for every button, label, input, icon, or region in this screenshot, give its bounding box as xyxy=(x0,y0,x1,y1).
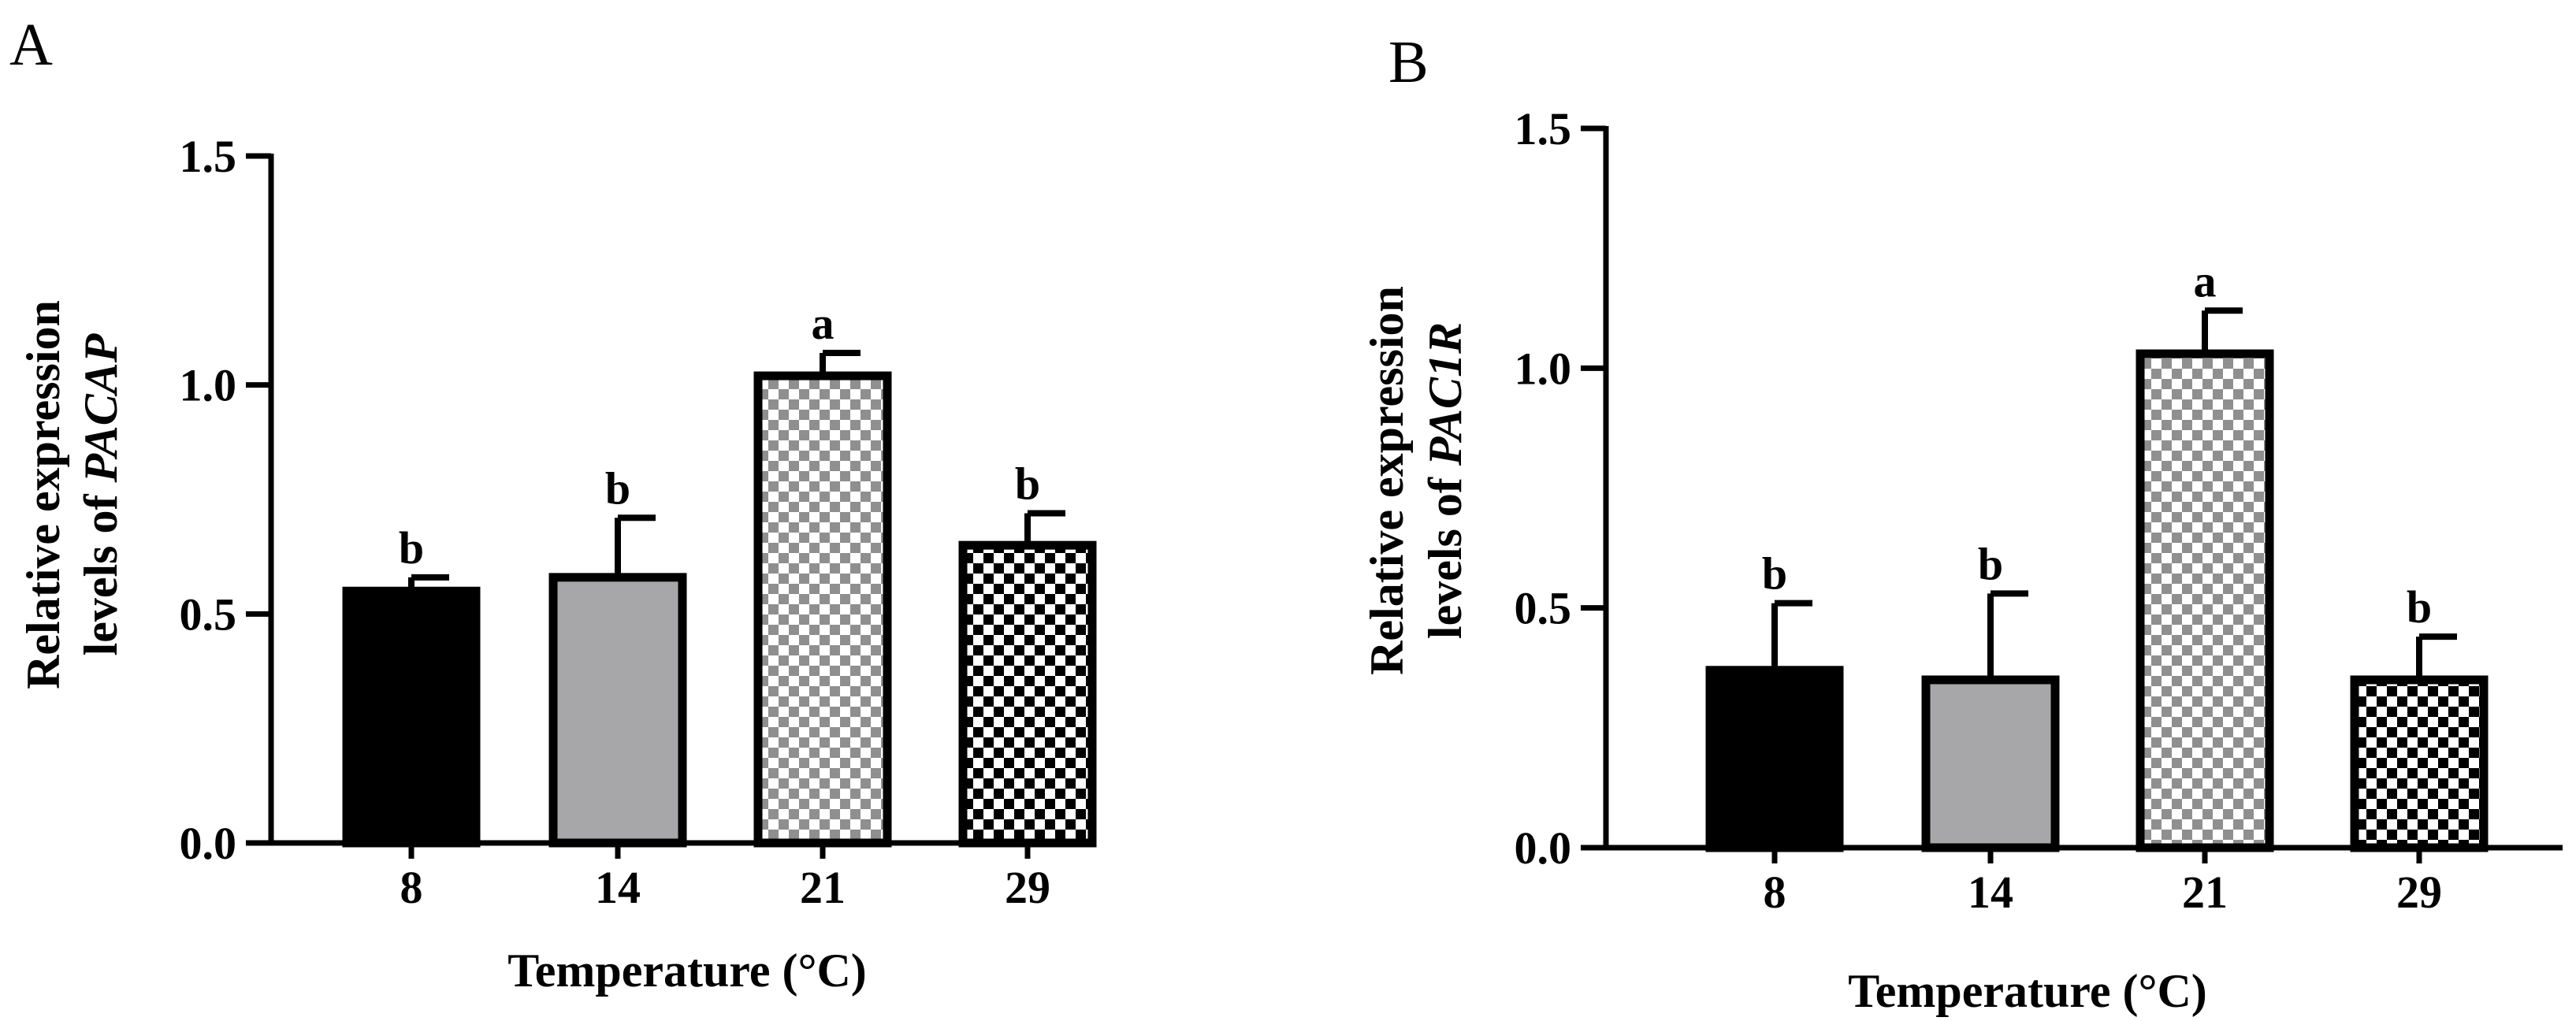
panel-a-y-tick-label: 1.5 xyxy=(180,131,237,182)
panel-a-significance-label: b xyxy=(399,522,424,574)
panel-b-letter: B xyxy=(1388,29,1429,95)
panel-a-y-tick-label: 0.5 xyxy=(180,588,237,640)
panel-b-bar-8 xyxy=(1705,666,1844,852)
panel-b-y-axis-title: Relative expression levels of PAC1R xyxy=(1361,286,1471,675)
panel-b-bar-21 xyxy=(2136,349,2274,852)
panel-a-y-axis-title-line2: levels of PACAP xyxy=(75,332,127,655)
panel-a-y-tick-label: 1.0 xyxy=(180,360,237,411)
panel-b-y-tick-label: 0.5 xyxy=(1515,583,1572,634)
panel-b-x-tick-label: 14 xyxy=(1968,867,2013,918)
panel-b: B Relative expression levels of PAC1R Te… xyxy=(1361,29,2563,1017)
panel-b-x-tick-label: 21 xyxy=(2182,867,2228,918)
panel-b-significance-label: a xyxy=(2194,255,2217,306)
panel-b-x-axis-title: Temperature (°C) xyxy=(1848,965,2207,1017)
panel-a-gene-name: PACAP xyxy=(75,332,127,483)
panel-b-y-tick-label: 0.0 xyxy=(1515,822,1572,874)
panel-b-x-tick-label: 8 xyxy=(1764,867,1786,918)
panel-a-y-axis-title: Relative expression levels of PACAP xyxy=(17,300,127,689)
panel-a-y-tick-label: 0.0 xyxy=(180,818,237,869)
panel-b-significance-label: b xyxy=(1978,538,2003,589)
panel-b-y-axis-title-line1: Relative expression xyxy=(1361,286,1413,675)
panel-b-significance-label: b xyxy=(1762,548,1787,600)
panel-a-bar-21 xyxy=(753,371,892,848)
panel-b-bar-29 xyxy=(2350,675,2489,852)
panel-a-letter: A xyxy=(9,12,53,78)
panel-b-x-tick-label: 29 xyxy=(2396,867,2442,918)
panel-a-significance-label: b xyxy=(605,462,630,514)
panel-b-gene-name: PAC1R xyxy=(1419,322,1471,466)
panel-a-y-axis-title-line1: Relative expression xyxy=(17,300,69,689)
panel-b-y-axis-title-line2: levels of PAC1R xyxy=(1419,322,1471,639)
panel-a-x-tick-label: 14 xyxy=(595,862,641,913)
panel-b-significance-label: b xyxy=(2407,581,2432,633)
panel-a-bar-29 xyxy=(958,540,1097,848)
panel-a-significance-label: b xyxy=(1015,458,1040,509)
panel-a-x-tick-label: 29 xyxy=(1005,862,1050,913)
panel-a-bar-14 xyxy=(548,573,687,848)
panel-a-significance-label: a xyxy=(812,298,835,349)
panel-a: A Relative expression levels of PACAP Te… xyxy=(9,12,1097,997)
panel-b-bar-14 xyxy=(1921,675,2060,852)
panel-a-bar-8 xyxy=(342,586,481,848)
panel-b-y-tick-label: 1.5 xyxy=(1515,103,1572,154)
panel-a-x-tick-label: 8 xyxy=(400,862,423,913)
panel-a-x-tick-label: 21 xyxy=(800,862,846,913)
panel-b-y-tick-label: 1.0 xyxy=(1515,343,1572,394)
panel-a-x-axis-title: Temperature (°C) xyxy=(507,945,867,997)
